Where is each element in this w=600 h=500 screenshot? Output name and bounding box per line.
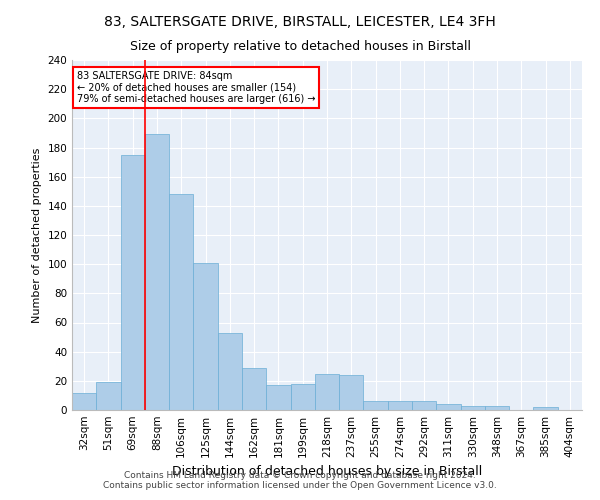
- Bar: [266, 385, 290, 410]
- Bar: [461, 406, 485, 410]
- Text: 83 SALTERSGATE DRIVE: 84sqm
← 20% of detached houses are smaller (154)
79% of se: 83 SALTERSGATE DRIVE: 84sqm ← 20% of det…: [77, 70, 316, 104]
- Bar: [96, 382, 121, 410]
- Bar: [242, 368, 266, 410]
- Bar: [364, 401, 388, 410]
- Bar: [193, 262, 218, 410]
- Bar: [388, 401, 412, 410]
- Text: Size of property relative to detached houses in Birstall: Size of property relative to detached ho…: [130, 40, 470, 53]
- Bar: [315, 374, 339, 410]
- Bar: [72, 392, 96, 410]
- Bar: [169, 194, 193, 410]
- Bar: [485, 406, 509, 410]
- Bar: [339, 375, 364, 410]
- Bar: [218, 332, 242, 410]
- Bar: [145, 134, 169, 410]
- Y-axis label: Number of detached properties: Number of detached properties: [32, 148, 42, 322]
- Bar: [412, 401, 436, 410]
- X-axis label: Distribution of detached houses by size in Birstall: Distribution of detached houses by size …: [172, 466, 482, 478]
- Text: 83, SALTERSGATE DRIVE, BIRSTALL, LEICESTER, LE4 3FH: 83, SALTERSGATE DRIVE, BIRSTALL, LEICEST…: [104, 15, 496, 29]
- Bar: [533, 407, 558, 410]
- Bar: [436, 404, 461, 410]
- Bar: [290, 384, 315, 410]
- Text: Contains HM Land Registry data © Crown copyright and database right 2024.
Contai: Contains HM Land Registry data © Crown c…: [103, 470, 497, 490]
- Bar: [121, 155, 145, 410]
